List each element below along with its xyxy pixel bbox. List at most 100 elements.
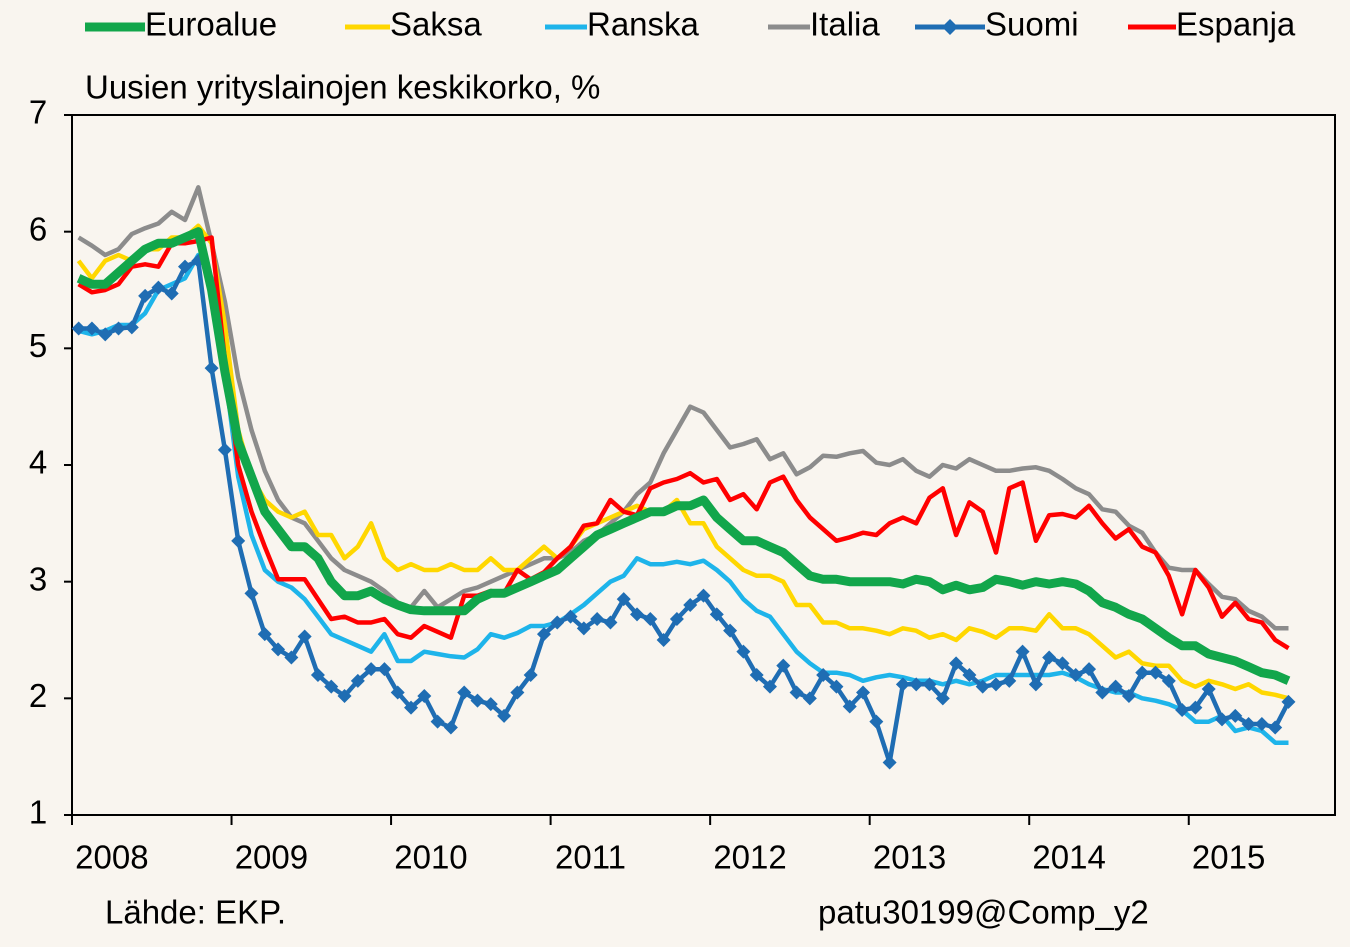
point-marker [949, 656, 964, 671]
point-marker [1015, 644, 1030, 659]
point-marker [244, 586, 259, 601]
point-marker [337, 689, 352, 703]
point-marker [709, 607, 724, 622]
legend-label: Italia [810, 6, 880, 43]
y-tick-label: 3 [29, 560, 47, 597]
y-tick-label: 7 [29, 94, 47, 131]
point-marker [404, 700, 419, 715]
point-marker [988, 677, 1003, 692]
point-marker [297, 629, 312, 644]
point-marker [536, 627, 551, 642]
credit-note: patu30199@Comp_y2 [818, 894, 1149, 931]
x-tick-label: 2012 [713, 839, 786, 876]
point-marker [377, 662, 392, 677]
point-marker [497, 708, 512, 723]
point-marker [443, 720, 458, 735]
series-line [76, 223, 1290, 701]
point-marker [603, 615, 618, 630]
point-marker [204, 361, 219, 376]
point-marker [762, 679, 777, 694]
point-marker [151, 280, 166, 295]
legend-label: Euroalue [145, 6, 277, 43]
point-marker [882, 755, 897, 770]
point-marker [178, 259, 193, 274]
point-marker [1068, 668, 1083, 682]
point-marker [1042, 650, 1057, 665]
point-marker [231, 533, 246, 548]
point-marker [1148, 665, 1163, 680]
x-tick-label: 2009 [235, 839, 308, 876]
point-marker [390, 685, 405, 700]
point-marker [1002, 673, 1017, 688]
point-marker [457, 685, 472, 700]
point-marker [683, 598, 698, 612]
point-marker [98, 327, 113, 342]
point-marker [217, 442, 232, 457]
point-marker [962, 668, 977, 682]
point-marker [696, 588, 711, 603]
point-marker [1281, 694, 1296, 709]
point-marker [1161, 673, 1176, 688]
point-marker [1241, 717, 1256, 731]
point-marker [842, 699, 857, 714]
y-tick-label: 2 [29, 677, 47, 714]
point-marker [284, 650, 299, 665]
point-marker [1268, 720, 1283, 735]
point-marker [483, 697, 498, 712]
point-marker [1135, 665, 1150, 680]
point-marker [364, 662, 379, 677]
source-note: Lähde: EKP. [105, 894, 286, 931]
x-tick-label: 2015 [1192, 839, 1265, 876]
point-marker [590, 612, 605, 626]
point-marker [935, 691, 950, 706]
point-marker [310, 668, 325, 682]
point-marker [829, 679, 844, 694]
point-marker [656, 633, 671, 647]
point-marker [138, 288, 153, 303]
point-marker [1055, 656, 1070, 671]
point-marker [643, 612, 658, 626]
point-marker [1095, 685, 1110, 700]
point-marker [563, 609, 578, 624]
point-marker [776, 658, 791, 673]
y-tick-label: 6 [29, 210, 47, 247]
point-marker [909, 677, 924, 692]
x-tick-label: 2013 [873, 839, 946, 876]
series-line [78, 252, 1289, 745]
point-marker [470, 693, 485, 708]
point-marker [1228, 708, 1243, 723]
point-marker [856, 685, 871, 700]
point-marker [1108, 679, 1123, 694]
point-marker [1082, 662, 1097, 677]
point-marker [417, 689, 432, 703]
y-tick-label: 5 [29, 327, 47, 364]
chart-subtitle: Uusien yrityslainojen keskikorko, % [85, 69, 600, 106]
point-marker [895, 677, 910, 692]
legend-label: Espanja [1176, 6, 1296, 43]
point-marker [975, 679, 990, 694]
point-marker [350, 673, 365, 688]
point-marker [271, 642, 286, 657]
point-marker [1175, 703, 1190, 717]
point-marker [802, 691, 817, 706]
series-line [76, 227, 1291, 685]
point-marker [816, 668, 831, 682]
x-tick-label: 2014 [1032, 839, 1105, 876]
point-marker [723, 623, 738, 638]
point-marker [111, 321, 126, 336]
y-tick-label: 4 [29, 444, 47, 481]
point-marker [869, 714, 884, 729]
point-marker [576, 621, 591, 636]
point-marker [257, 627, 272, 642]
point-marker [324, 679, 339, 694]
point-marker [630, 607, 645, 622]
series-line [77, 185, 1289, 631]
x-tick-label: 2011 [555, 839, 626, 876]
point-marker [749, 668, 764, 682]
point-marker [550, 615, 565, 630]
point-marker [1254, 717, 1269, 731]
point-marker [789, 685, 804, 700]
legend-label: Suomi [985, 6, 1079, 43]
point-marker [124, 320, 139, 335]
point-marker [1201, 682, 1216, 696]
